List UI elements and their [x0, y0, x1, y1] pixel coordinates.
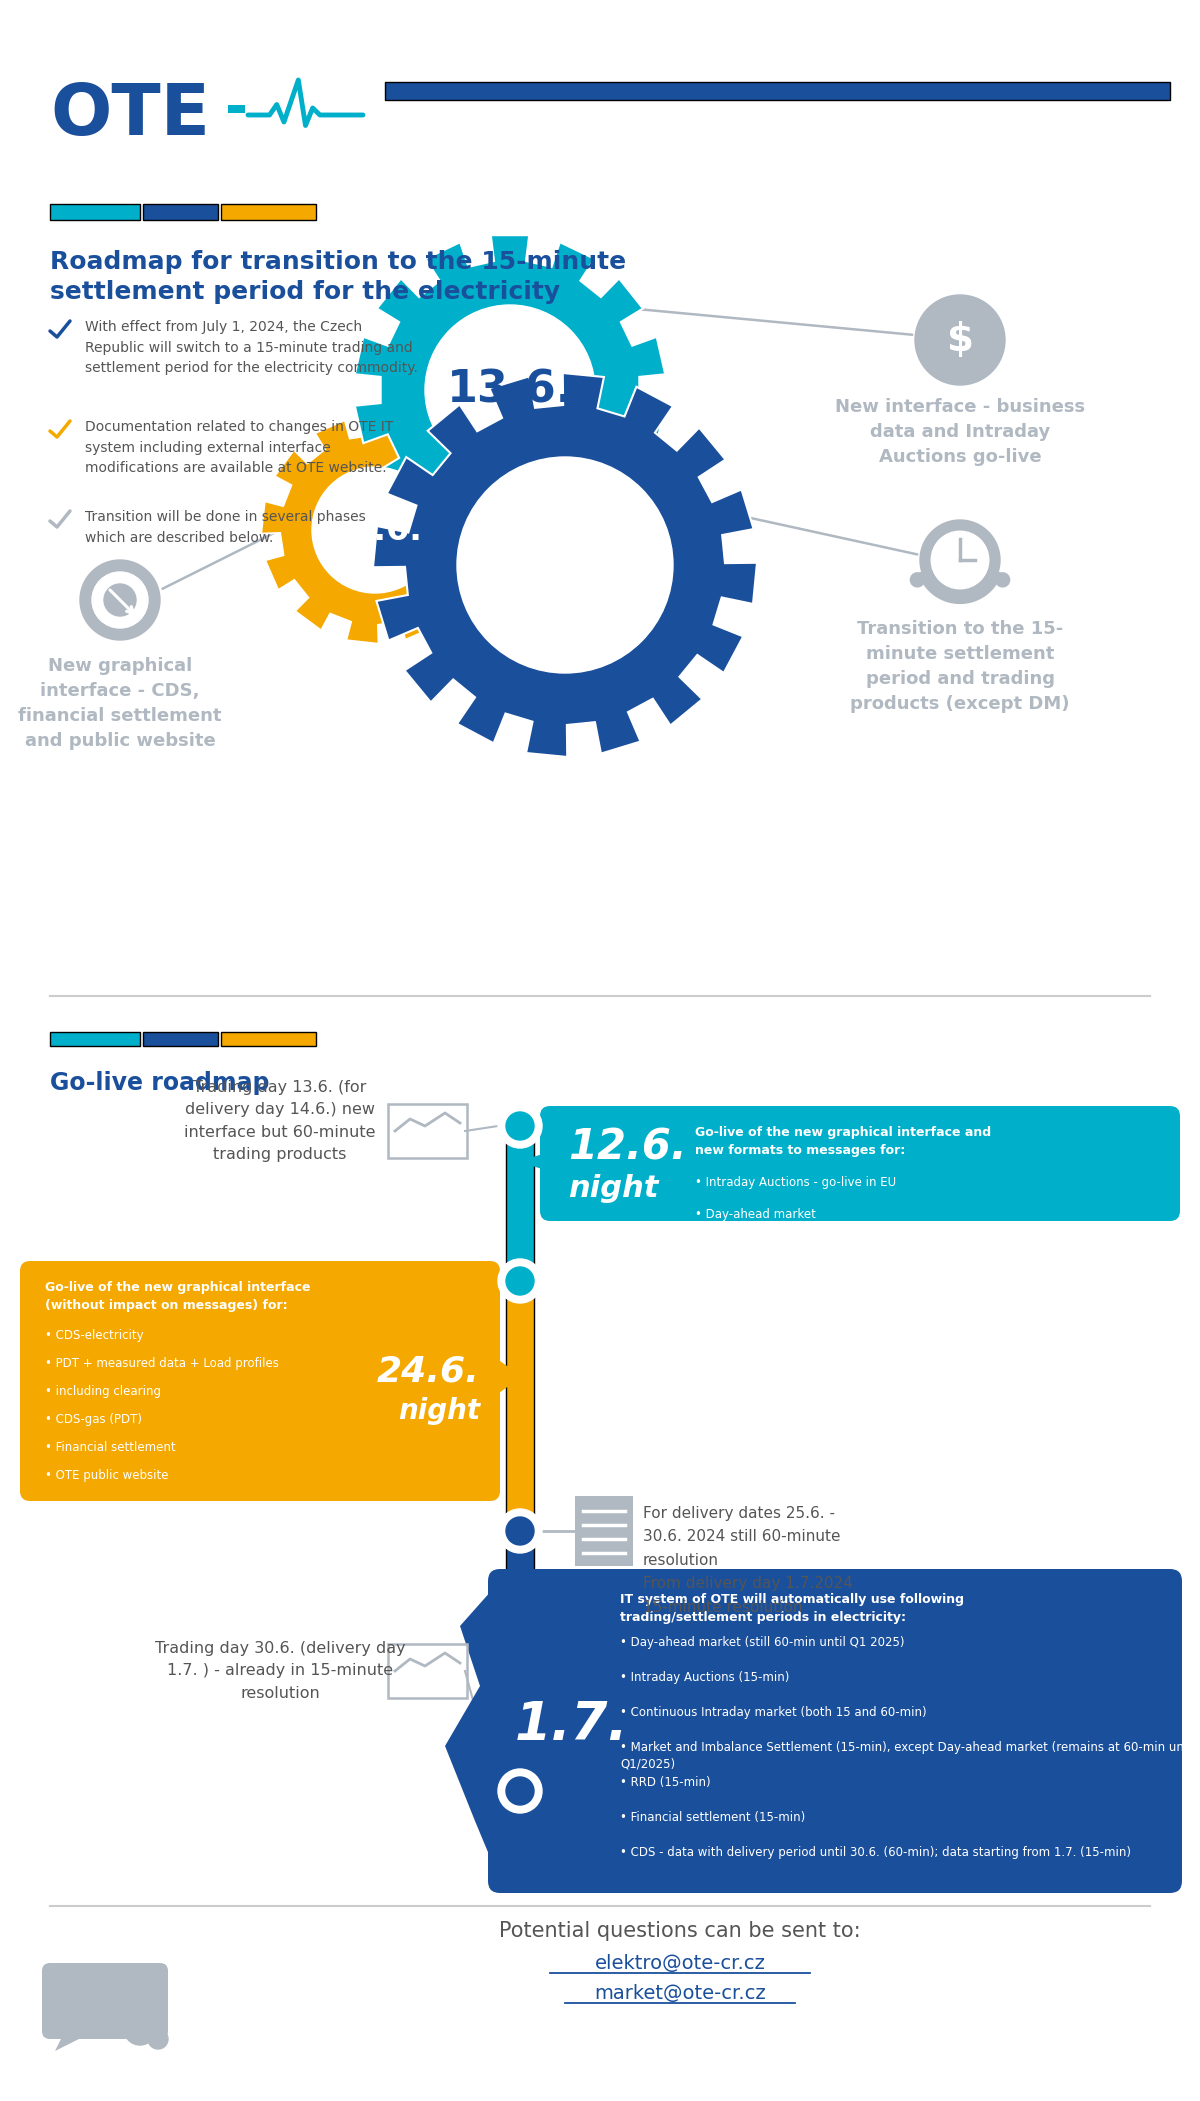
FancyBboxPatch shape [50, 204, 140, 221]
FancyBboxPatch shape [540, 1105, 1180, 1221]
Polygon shape [518, 1151, 550, 1170]
Circle shape [457, 458, 673, 672]
Text: • Market and Imbalance Settlement (15-min), except Day-ahead market (remains at : • Market and Imbalance Settlement (15-mi… [620, 1742, 1195, 1771]
FancyBboxPatch shape [221, 1032, 316, 1046]
Text: Potential questions can be sent to:: Potential questions can be sent to: [499, 1920, 860, 1941]
Polygon shape [262, 416, 488, 643]
Text: market@ote-cr.cz: market@ote-cr.cz [594, 1983, 766, 2002]
FancyBboxPatch shape [143, 204, 218, 221]
Circle shape [124, 2013, 156, 2044]
Text: • Intraday Auctions - go-live in EU: • Intraday Auctions - go-live in EU [695, 1177, 896, 1189]
Circle shape [506, 1777, 534, 1805]
Circle shape [498, 1103, 542, 1147]
Circle shape [506, 1517, 534, 1544]
FancyBboxPatch shape [385, 82, 1170, 101]
Text: • Intraday Auctions (15-min): • Intraday Auctions (15-min) [620, 1670, 790, 1685]
Text: • CDS-electricity: • CDS-electricity [46, 1330, 144, 1343]
FancyBboxPatch shape [20, 1261, 500, 1500]
Circle shape [498, 1509, 542, 1553]
Text: Go-live roadmap: Go-live roadmap [50, 1072, 270, 1095]
Circle shape [996, 574, 1009, 586]
Polygon shape [445, 1580, 500, 1880]
Polygon shape [491, 1355, 522, 1399]
Text: 1.7.: 1.7. [515, 1700, 629, 1750]
Text: • Financial settlement - only new
message interface: • Financial settlement - only new messag… [695, 1305, 890, 1334]
Circle shape [506, 1111, 534, 1141]
Text: 12.6.: 12.6. [568, 1126, 686, 1168]
Text: Go-live of the new graphical interface
(without impact on messages) for:: Go-live of the new graphical interface (… [46, 1282, 311, 1311]
FancyBboxPatch shape [143, 1032, 218, 1046]
Circle shape [506, 1267, 534, 1294]
Circle shape [920, 521, 1000, 601]
Text: For delivery dates 25.6. -
30.6. 2024 still 60-minute
resolution
From delivery d: For delivery dates 25.6. - 30.6. 2024 st… [643, 1506, 853, 1614]
Text: night: night [398, 1397, 480, 1424]
Text: settlement period for the electricity: settlement period for the electricity [50, 279, 560, 305]
Text: • PDT + measured data + Load profiles: • PDT + measured data + Load profiles [46, 1357, 278, 1370]
Polygon shape [55, 2032, 95, 2051]
Text: Transition to the 15-
minute settlement
period and trading
products (except DM): Transition to the 15- minute settlement … [851, 620, 1069, 712]
Text: Transition will be done in several phases
which are described below.: Transition will be done in several phase… [85, 511, 366, 544]
Text: New interface - business
data and Intraday
Auctions go-live: New interface - business data and Intrad… [835, 397, 1085, 466]
Text: Go-live of the new graphical interface and
new formats to messages for:: Go-live of the new graphical interface a… [695, 1126, 991, 1158]
Circle shape [498, 1258, 542, 1303]
FancyBboxPatch shape [506, 1126, 534, 1282]
Text: OTE: OTE [50, 80, 210, 149]
FancyBboxPatch shape [488, 1569, 1182, 1893]
FancyBboxPatch shape [42, 1962, 168, 2038]
Text: elektro@ote-cr.cz: elektro@ote-cr.cz [594, 1954, 766, 1973]
FancyBboxPatch shape [506, 1532, 534, 1880]
Polygon shape [373, 374, 757, 756]
Text: 25.6.: 25.6. [328, 513, 422, 546]
Text: • OTE public website: • OTE public website [46, 1469, 168, 1481]
Circle shape [92, 571, 148, 628]
Text: Trading day 30.6. (delivery day
1.7. ) - already in 15-minute
resolution: Trading day 30.6. (delivery day 1.7. ) -… [155, 1641, 406, 1700]
Circle shape [425, 305, 595, 475]
Text: With effect from July 1, 2024, the Czech
Republic will switch to a 15-minute tra: With effect from July 1, 2024, the Czech… [85, 319, 418, 376]
Circle shape [312, 466, 438, 592]
FancyBboxPatch shape [221, 204, 316, 221]
Text: • CDS - data with delivery period until 30.6. (60-min); data starting from 1.7. : • CDS - data with delivery period until … [620, 1847, 1132, 1859]
Circle shape [80, 561, 160, 641]
Text: 1.7.: 1.7. [505, 538, 625, 592]
Circle shape [916, 294, 1006, 384]
Text: 13.6.: 13.6. [446, 368, 574, 412]
Text: • Day-ahead market: • Day-ahead market [695, 1208, 816, 1221]
Circle shape [911, 574, 924, 586]
Text: IT system of OTE will automatically use following
trading/settlement periods in : IT system of OTE will automatically use … [620, 1593, 964, 1624]
Circle shape [148, 2030, 168, 2048]
Polygon shape [355, 235, 665, 544]
FancyBboxPatch shape [50, 1032, 140, 1046]
Text: • Financial settlement: • Financial settlement [46, 1441, 175, 1454]
Text: • CDS-gas (PDT): • CDS-gas (PDT) [46, 1414, 142, 1427]
Text: Documentation related to changes in OTE IT
system including external interface
m: Documentation related to changes in OTE … [85, 420, 394, 475]
Circle shape [104, 584, 136, 616]
FancyBboxPatch shape [575, 1496, 634, 1565]
Circle shape [498, 1769, 542, 1813]
Text: Trading day 13.6. (for
delivery day 14.6.) new
interface but 60-minute
trading p: Trading day 13.6. (for delivery day 14.6… [185, 1080, 376, 1162]
Text: • Financial settlement (15-min): • Financial settlement (15-min) [620, 1811, 805, 1824]
Text: • RRD (15-min): • RRD (15-min) [620, 1775, 710, 1788]
Text: • Markets and Imbalances Settlement: • Markets and Imbalances Settlement [695, 1271, 919, 1286]
FancyBboxPatch shape [506, 1282, 534, 1532]
Text: $: $ [947, 321, 973, 359]
Text: 24.6.: 24.6. [377, 1353, 480, 1389]
Text: -: - [226, 84, 248, 137]
Text: Roadmap for transition to the 15-minute: Roadmap for transition to the 15-minute [50, 250, 626, 273]
Text: • Day-ahead market (still 60-min until Q1 2025): • Day-ahead market (still 60-min until Q… [620, 1637, 905, 1649]
Text: • including clearing: • including clearing [46, 1385, 161, 1397]
Text: • Continuous Intraday market (both 15 and 60-min): • Continuous Intraday market (both 15 an… [620, 1706, 926, 1719]
Text: • Realization diagrams: • Realization diagrams [695, 1240, 830, 1252]
Circle shape [931, 532, 989, 588]
Text: night: night [568, 1174, 659, 1204]
Text: New graphical
interface - CDS,
financial settlement
and public website: New graphical interface - CDS, financial… [18, 658, 222, 750]
